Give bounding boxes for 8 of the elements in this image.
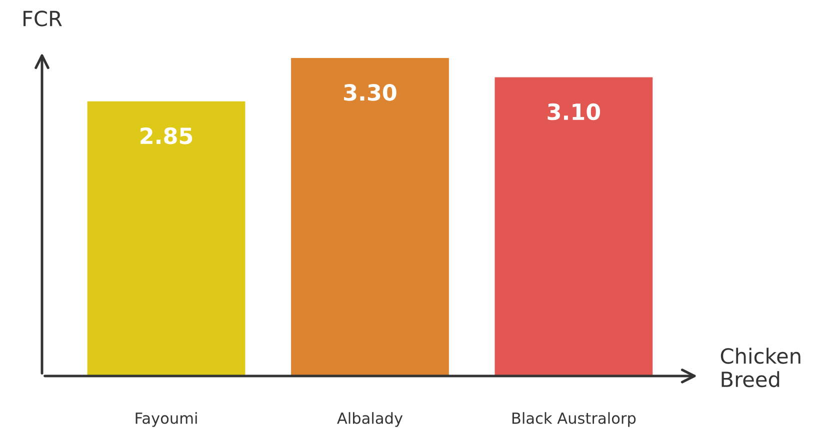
data-label: 2.85 [140,127,192,144]
x-tick-label: Fayoumi [136,412,197,427]
data-label: 3.30 [344,84,396,101]
y-axis-title: FCR [24,10,62,26]
data-label: 3.10 [548,103,600,120]
x-tick-label: Albalady [337,412,403,427]
x-tick-label: Black Australorp [512,412,636,427]
x-axis-title: Chicken Breed [720,348,800,388]
